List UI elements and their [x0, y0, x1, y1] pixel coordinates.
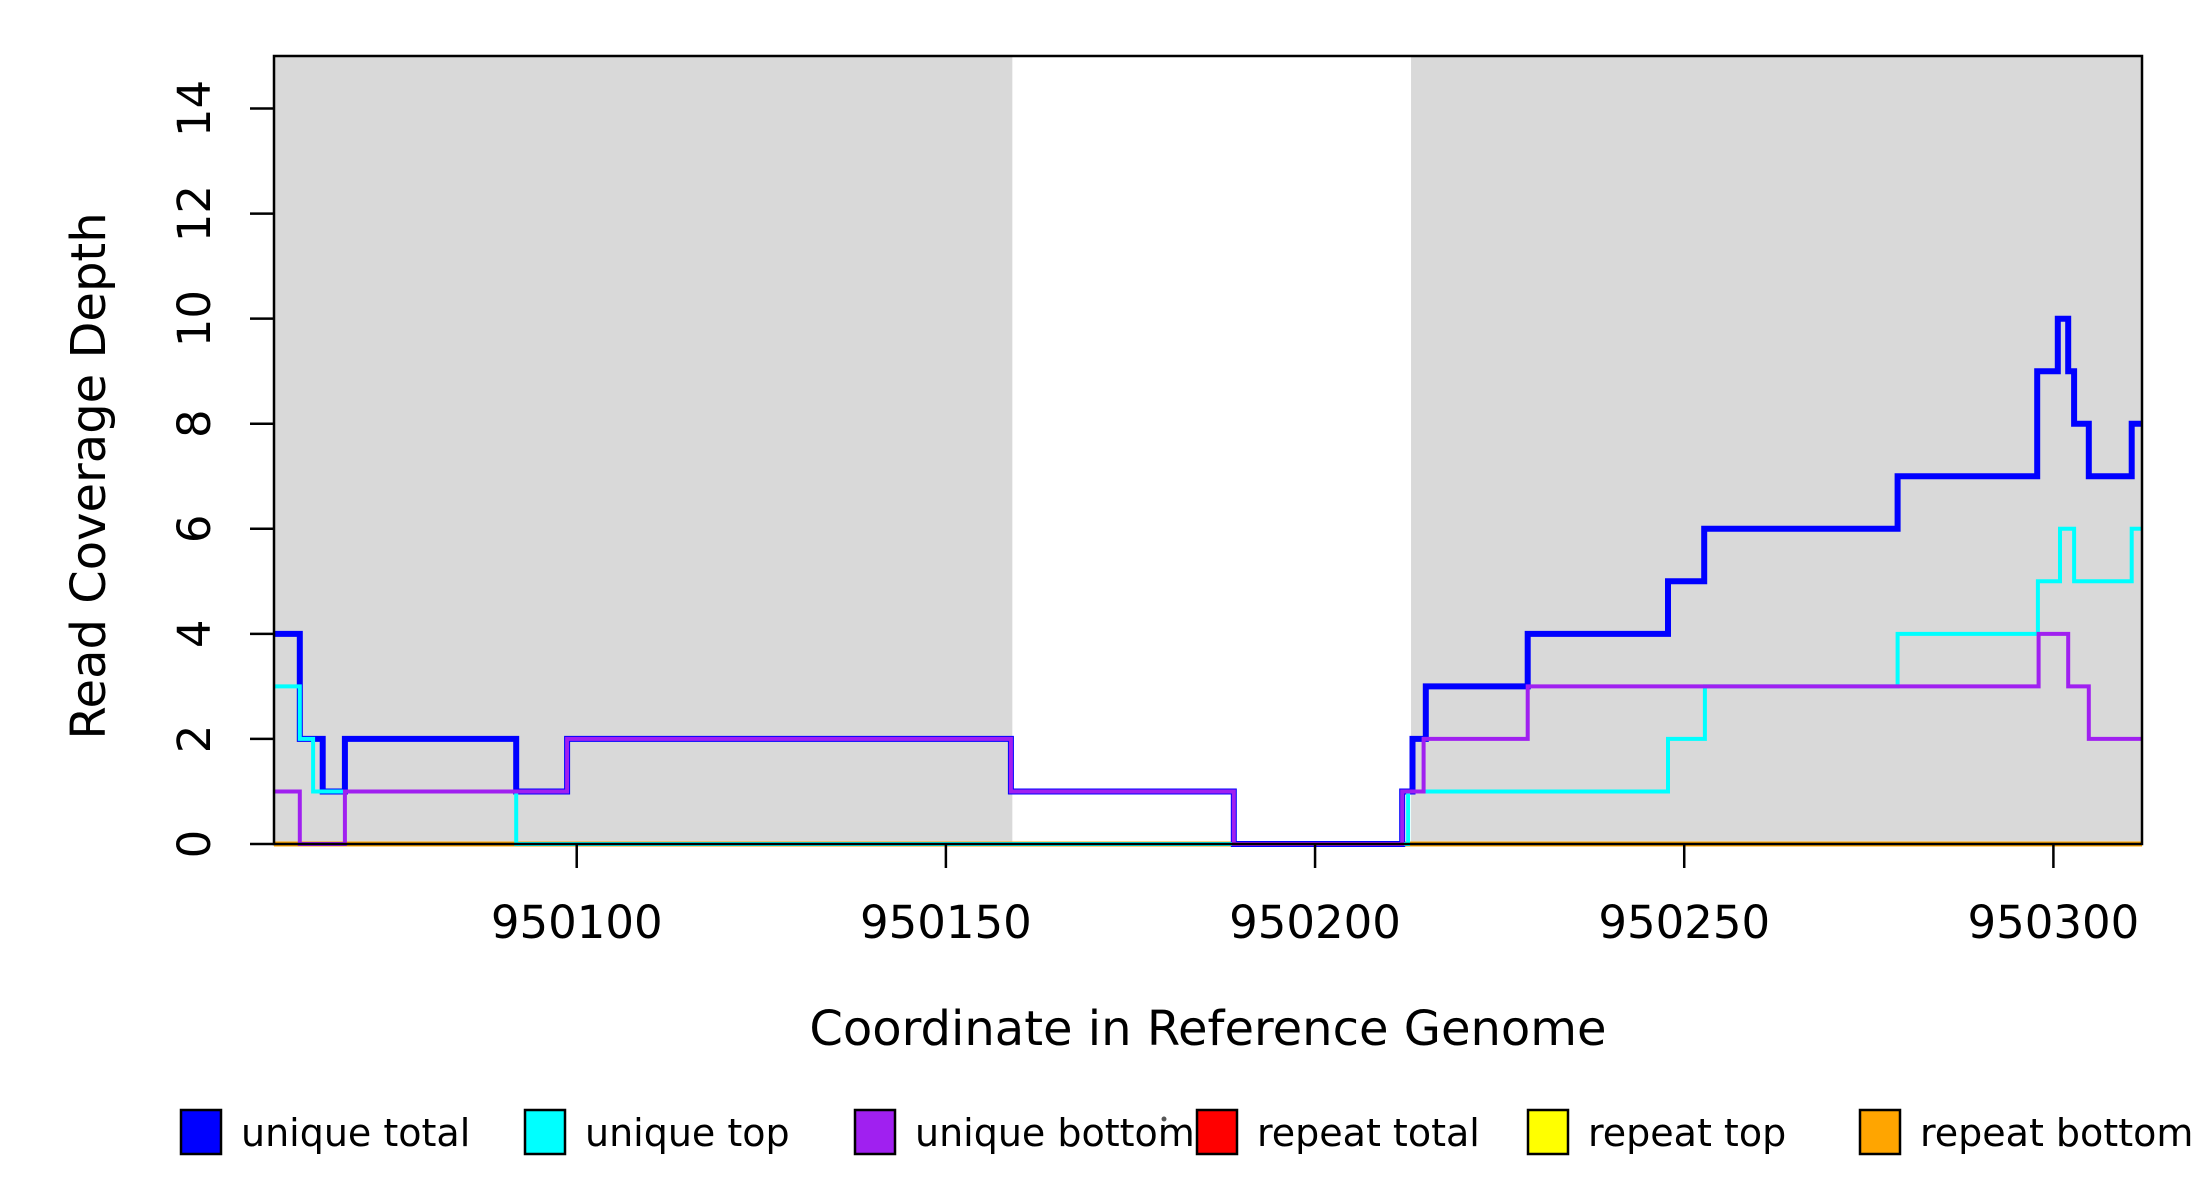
legend-swatch-repeat-bottom	[1858, 1108, 1902, 1156]
legend-item-repeat-top: repeat top	[1526, 1108, 1786, 1156]
y-tick-label: 6	[168, 514, 221, 543]
legend-item-unique-total: unique total	[179, 1108, 470, 1156]
y-tick-label: 10	[168, 290, 221, 347]
y-tick-label: 4	[168, 620, 221, 649]
y-axis: 0 2 4 6 8 10 12 14	[168, 80, 274, 858]
legend-swatch-unique-bottom	[853, 1108, 897, 1156]
x-tick-label: 950100	[491, 896, 663, 949]
y-tick-label: 0	[168, 830, 221, 859]
legend-swatch-repeat-total	[1195, 1108, 1239, 1156]
x-tick-label: 950200	[1229, 896, 1401, 949]
x-tick-label: 950150	[860, 896, 1032, 949]
x-axis-title: Coordinate in Reference Genome	[809, 1001, 1606, 1057]
y-tick-label: 2	[168, 725, 221, 754]
legend-label-unique-bottom: unique bottom	[915, 1111, 1195, 1155]
x-tick-label: 950250	[1598, 896, 1770, 949]
legend-label-repeat-total: repeat total	[1257, 1111, 1480, 1155]
shaded-region-left-unique-region	[274, 56, 1013, 844]
plot-border	[272, 54, 2144, 846]
legend-item-repeat-bottom: repeat bottom	[1858, 1108, 2193, 1156]
legend-label-unique-total: unique total	[241, 1111, 470, 1155]
x-tick-label: 950300	[1968, 896, 2140, 949]
legend-item-repeat-total: repeat total	[1195, 1108, 1480, 1156]
series-line-unique-bottom	[274, 631, 2142, 846]
legend-label-repeat-bottom: repeat bottom	[1920, 1111, 2193, 1155]
series-line-unique-top	[274, 526, 2142, 846]
legend-label-repeat-top: repeat top	[1588, 1111, 1786, 1155]
series-line-unique-total	[274, 315, 2142, 847]
legend-item-unique-bottom: unique bottom	[853, 1108, 1195, 1156]
legend-item-unique-top: unique top	[523, 1108, 790, 1156]
stray-dot-artifact	[1161, 1116, 1167, 1122]
y-tick-label: 8	[168, 409, 221, 438]
legend-swatch-repeat-top	[1526, 1108, 1570, 1156]
y-axis-title: Read Coverage Depth	[61, 212, 117, 739]
shaded-regions	[274, 56, 2142, 844]
legend-swatch-unique-total	[179, 1108, 223, 1156]
legend-swatch-unique-top	[523, 1108, 567, 1156]
x-axis: 950100 950150 950200 950250 950300	[491, 844, 2139, 949]
shaded-region-right-unique-region	[1411, 56, 2142, 844]
y-tick-label: 14	[168, 80, 221, 137]
y-tick-label: 12	[168, 185, 221, 242]
legend: unique total unique top unique bottom repea…	[179, 1108, 2193, 1156]
legend-label-unique-top: unique top	[585, 1111, 790, 1155]
